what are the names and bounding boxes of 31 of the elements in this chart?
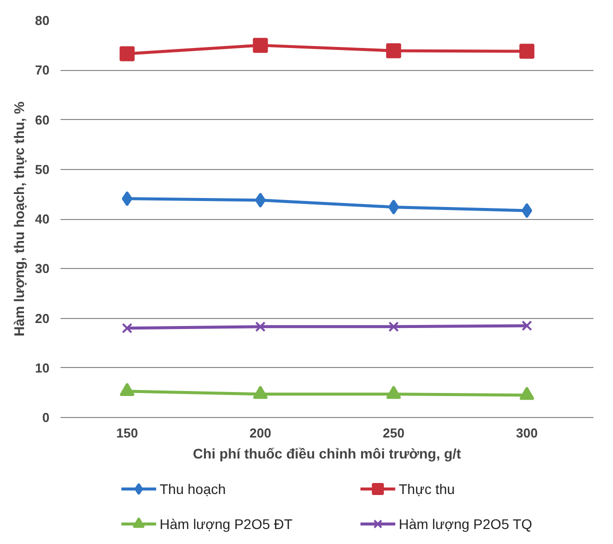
legend-label: Thu hoạch (160, 481, 226, 497)
y-tick-label: 0 (42, 410, 50, 425)
y-tick-label: 30 (35, 261, 50, 276)
y-tick-label: 10 (35, 360, 50, 376)
point (120, 46, 135, 62)
x-tick-label: 300 (516, 426, 538, 440)
point (122, 322, 132, 334)
point (388, 321, 399, 332)
point (388, 200, 399, 215)
point (255, 321, 266, 332)
y-tick-label: 40 (35, 212, 50, 226)
y-tick-label: 20 (35, 310, 50, 326)
point (519, 44, 534, 59)
y-axis-title: Hàm lượng, thu hoạch, thực thu, % (11, 101, 28, 336)
point (252, 38, 268, 53)
x-tick-label: 200 (250, 426, 272, 440)
point (255, 192, 266, 208)
legend-label: Hàm lượng P2O5 TQ (398, 516, 532, 532)
y-tick-label: 70 (35, 62, 50, 78)
point (122, 191, 132, 206)
y-tick-label: 50 (35, 162, 50, 177)
y-tick-label: 60 (35, 112, 50, 128)
y-tick-label: 80 (35, 13, 50, 28)
point (386, 43, 402, 58)
legend-label: Thực thu (398, 481, 455, 497)
x-tick-label: 250 (382, 426, 404, 440)
point (522, 320, 532, 331)
point (522, 203, 532, 218)
x-tick-label: 150 (116, 426, 138, 440)
legend-label: Hàm lượng P2O5 ĐT (160, 516, 293, 532)
x-axis-title: Chi phí thuốc điều chỉnh môi trường, g/t (192, 446, 462, 462)
